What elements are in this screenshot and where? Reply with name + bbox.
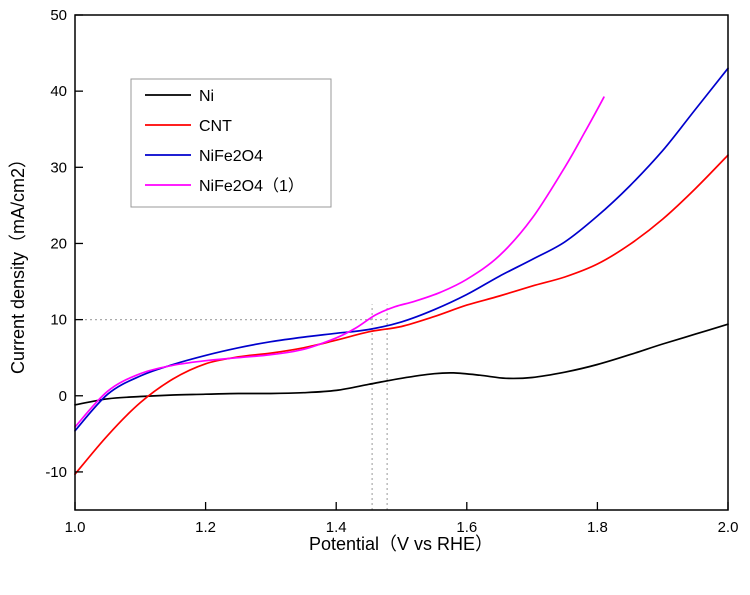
y-tick-label: 20	[50, 235, 67, 252]
y-tick-label: 40	[50, 83, 67, 100]
y-tick-label: 30	[50, 159, 67, 176]
y-axis-title: Current density（mA/cm2）	[8, 150, 28, 374]
y-tick-label: 50	[50, 7, 67, 24]
x-tick-label: 1.2	[195, 519, 216, 536]
legend-item: NiFe2O4（1）	[145, 177, 304, 195]
legend-item: CNT	[145, 118, 232, 135]
x-tick-label: 2.0	[718, 519, 739, 536]
axis-ticks	[74, 14, 729, 510]
series-line-cnt	[74, 154, 729, 476]
series-line-nife2o4-1-	[74, 96, 605, 428]
axis-tick-labels: 1.0 1.2 1.4 1.6 1.8 2.0 -10 0 10 20 30 40 50	[45, 7, 738, 536]
x-tick-label: 1.6	[456, 519, 477, 536]
y-tick-label: -10	[45, 464, 67, 481]
series-line-nife2o4	[74, 67, 729, 432]
series-line-ni	[74, 323, 729, 406]
legend-label: NiFe2O4	[199, 148, 263, 165]
legend: Ni CNT NiFe2O4 NiFe2O4（1）	[130, 78, 332, 208]
legend-label: NiFe2O4（1）	[199, 177, 304, 195]
x-axis-title: Potential（V vs RHE）	[309, 534, 493, 554]
plot-frame	[74, 14, 729, 511]
x-tick-label: 1.4	[326, 519, 347, 536]
legend-label: CNT	[199, 118, 232, 135]
reference-lines	[75, 304, 388, 510]
y-tick-label: 0	[59, 388, 67, 405]
y-tick-label: 10	[50, 312, 67, 329]
x-tick-label: 1.0	[65, 519, 86, 536]
x-tick-label: 1.8	[587, 519, 608, 536]
legend-label: Ni	[199, 88, 214, 105]
series-lines	[74, 67, 729, 476]
legend-item: NiFe2O4	[145, 148, 263, 165]
legend-item: Ni	[145, 88, 214, 105]
